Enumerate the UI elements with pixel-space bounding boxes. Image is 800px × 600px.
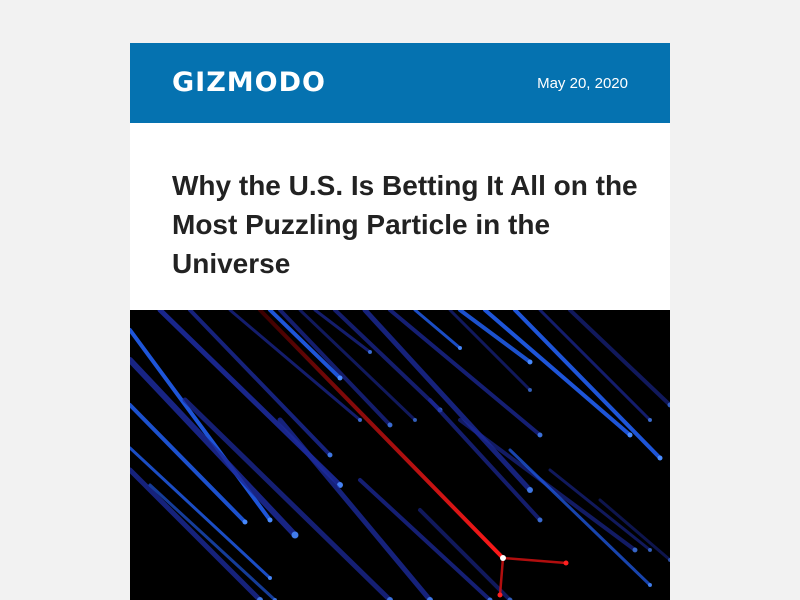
email-header: GIZMODO May 20, 2020 [130, 43, 670, 123]
particle-track-end [632, 547, 638, 553]
particle-track-end [537, 517, 543, 523]
particle-track-end [527, 487, 533, 493]
red-branch-end [497, 592, 503, 598]
particle-track [538, 310, 652, 422]
particle-track-end [327, 452, 333, 458]
particle-track [513, 310, 662, 460]
particle-track-end [458, 346, 462, 350]
particle-track [483, 310, 632, 437]
particle-track [388, 310, 542, 437]
particle-track [428, 398, 542, 522]
particle-track [188, 310, 332, 457]
email-container: GIZMODO May 20, 2020 Why the U.S. Is Bet… [130, 43, 670, 600]
particle-track-end [527, 359, 533, 365]
red-particle-track [258, 310, 505, 560]
particle-track-end [387, 422, 393, 428]
particle-track [418, 508, 512, 600]
particle-track [182, 397, 393, 600]
particle-tracks-illustration [130, 310, 670, 600]
particle-track-end [487, 597, 493, 600]
particle-track [130, 357, 298, 538]
particle-track [458, 310, 532, 364]
particle-track [277, 417, 433, 600]
red-branch-end [563, 560, 569, 566]
collision-point [500, 555, 506, 561]
particle-track-end [337, 375, 343, 381]
particle-track [148, 483, 277, 600]
gizmodo-logo[interactable]: GIZMODO [172, 67, 326, 98]
particle-track-end [648, 548, 652, 552]
particle-track-end [507, 597, 513, 600]
particle-track [362, 310, 533, 493]
particle-track-end [528, 388, 532, 392]
particle-track-end [268, 576, 272, 580]
particle-track-end [537, 432, 543, 438]
particle-track-end [648, 418, 652, 422]
particle-track-end [358, 418, 362, 422]
particle-track [278, 310, 392, 427]
publish-date: May 20, 2020 [537, 75, 628, 92]
particle-track [508, 448, 652, 587]
particle-track-end [413, 418, 417, 422]
particle-track [228, 310, 362, 422]
particle-track [413, 310, 462, 350]
particle-track [358, 478, 492, 600]
particle-track-end [427, 597, 433, 600]
particle-track [268, 310, 342, 380]
particle-track-end [291, 531, 299, 539]
particle-track-end [667, 402, 670, 408]
particle-track [548, 468, 652, 552]
particle-track [298, 310, 417, 422]
particle-track-end [668, 558, 670, 562]
particle-track [130, 328, 272, 522]
particle-track-end [627, 432, 633, 438]
red-branch-track [502, 556, 567, 565]
particle-track-end [648, 583, 652, 587]
red-branch-track [498, 557, 505, 596]
particle-track [130, 467, 263, 600]
particle-track [130, 446, 272, 580]
particle-track-end [267, 517, 273, 523]
particle-track [333, 310, 442, 412]
particle-track-end [368, 350, 372, 354]
particle-track-end [387, 597, 393, 600]
particle-track [568, 310, 670, 407]
particle-track [598, 498, 670, 562]
particle-track-end [257, 597, 263, 600]
particle-track [130, 403, 247, 524]
article-headline[interactable]: Why the U.S. Is Betting It All on the Mo… [172, 170, 638, 279]
particle-track [313, 310, 372, 354]
particle-track-end [242, 519, 248, 525]
particle-track-end [657, 455, 663, 461]
hero-image[interactable] [130, 310, 670, 600]
particle-track [448, 310, 532, 392]
